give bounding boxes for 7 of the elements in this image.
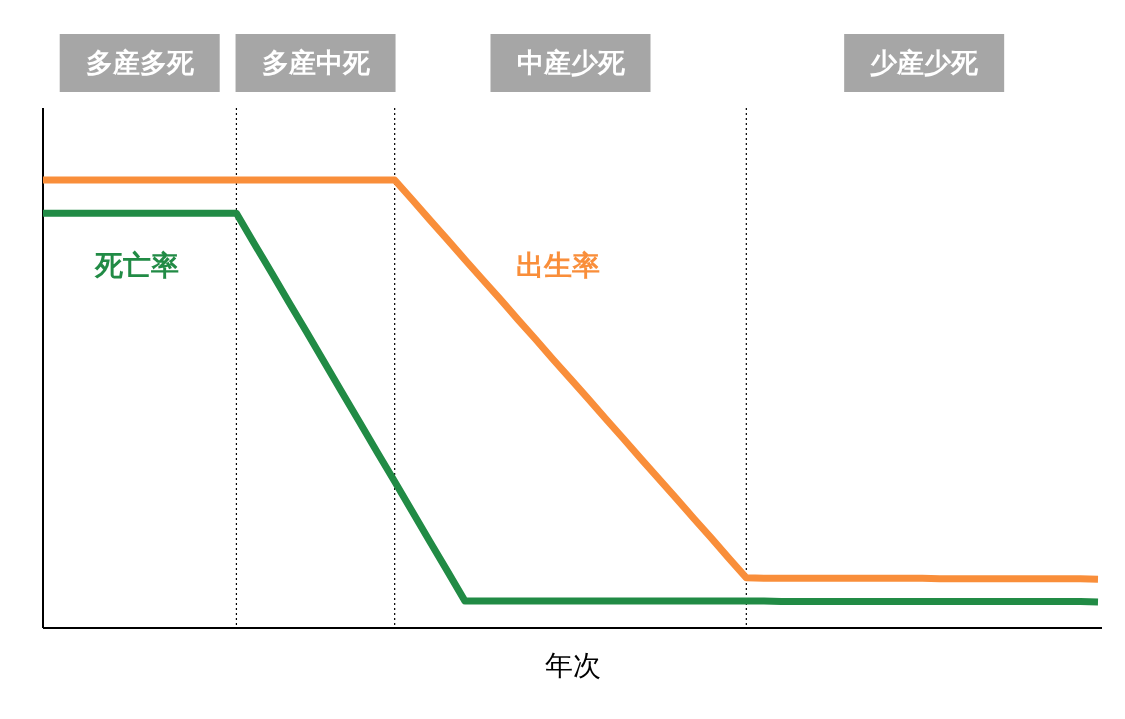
text: 多産中死: [261, 47, 371, 79]
series-label: 出生率: [516, 248, 600, 282]
text: 多産多死: [85, 47, 195, 79]
text: 中産少死: [516, 47, 626, 79]
series-label: 死亡率: [94, 248, 179, 282]
x-axis-title: 年次: [544, 648, 601, 682]
text: 少産少死: [870, 47, 980, 79]
